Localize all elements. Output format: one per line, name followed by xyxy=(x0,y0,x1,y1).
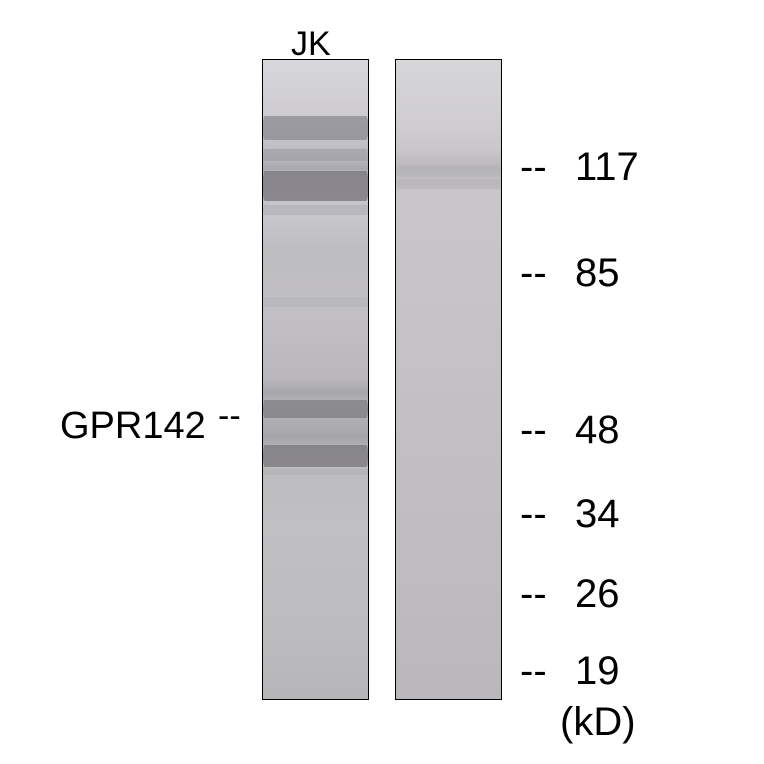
mw-marker-tick: -- xyxy=(520,649,547,694)
mw-marker-label: 85 xyxy=(575,251,620,296)
blot-lane-1 xyxy=(262,59,369,700)
blot-band xyxy=(263,205,368,215)
mw-marker-tick: -- xyxy=(520,572,547,617)
mw-marker-label: 117 xyxy=(575,145,639,190)
blot-band xyxy=(396,165,501,177)
mw-marker-tick: -- xyxy=(520,145,547,190)
blot-band xyxy=(263,116,368,140)
mw-marker-label: 34 xyxy=(575,492,620,537)
western-blot-figure: JK GPR142 -- --117--85--48--34--26--19 (… xyxy=(0,0,764,764)
protein-label: GPR142 xyxy=(60,405,206,448)
unit-label: (kD) xyxy=(560,700,636,745)
mw-marker-tick: -- xyxy=(520,251,547,296)
blot-lane-2 xyxy=(395,59,502,700)
mw-marker-tick: -- xyxy=(520,492,547,537)
protein-label-tick: -- xyxy=(218,397,241,436)
blot-band xyxy=(263,431,368,439)
blot-band xyxy=(263,469,368,475)
mw-marker-tick: -- xyxy=(520,408,547,453)
blot-band xyxy=(263,445,368,467)
mw-marker-label: 26 xyxy=(575,572,620,617)
blot-band xyxy=(396,179,501,189)
mw-marker-label: 19 xyxy=(575,649,620,694)
blot-band xyxy=(263,297,368,307)
mw-marker-label: 48 xyxy=(575,408,620,453)
blot-band xyxy=(263,400,368,418)
blot-band xyxy=(263,171,368,201)
blot-band xyxy=(263,149,368,161)
